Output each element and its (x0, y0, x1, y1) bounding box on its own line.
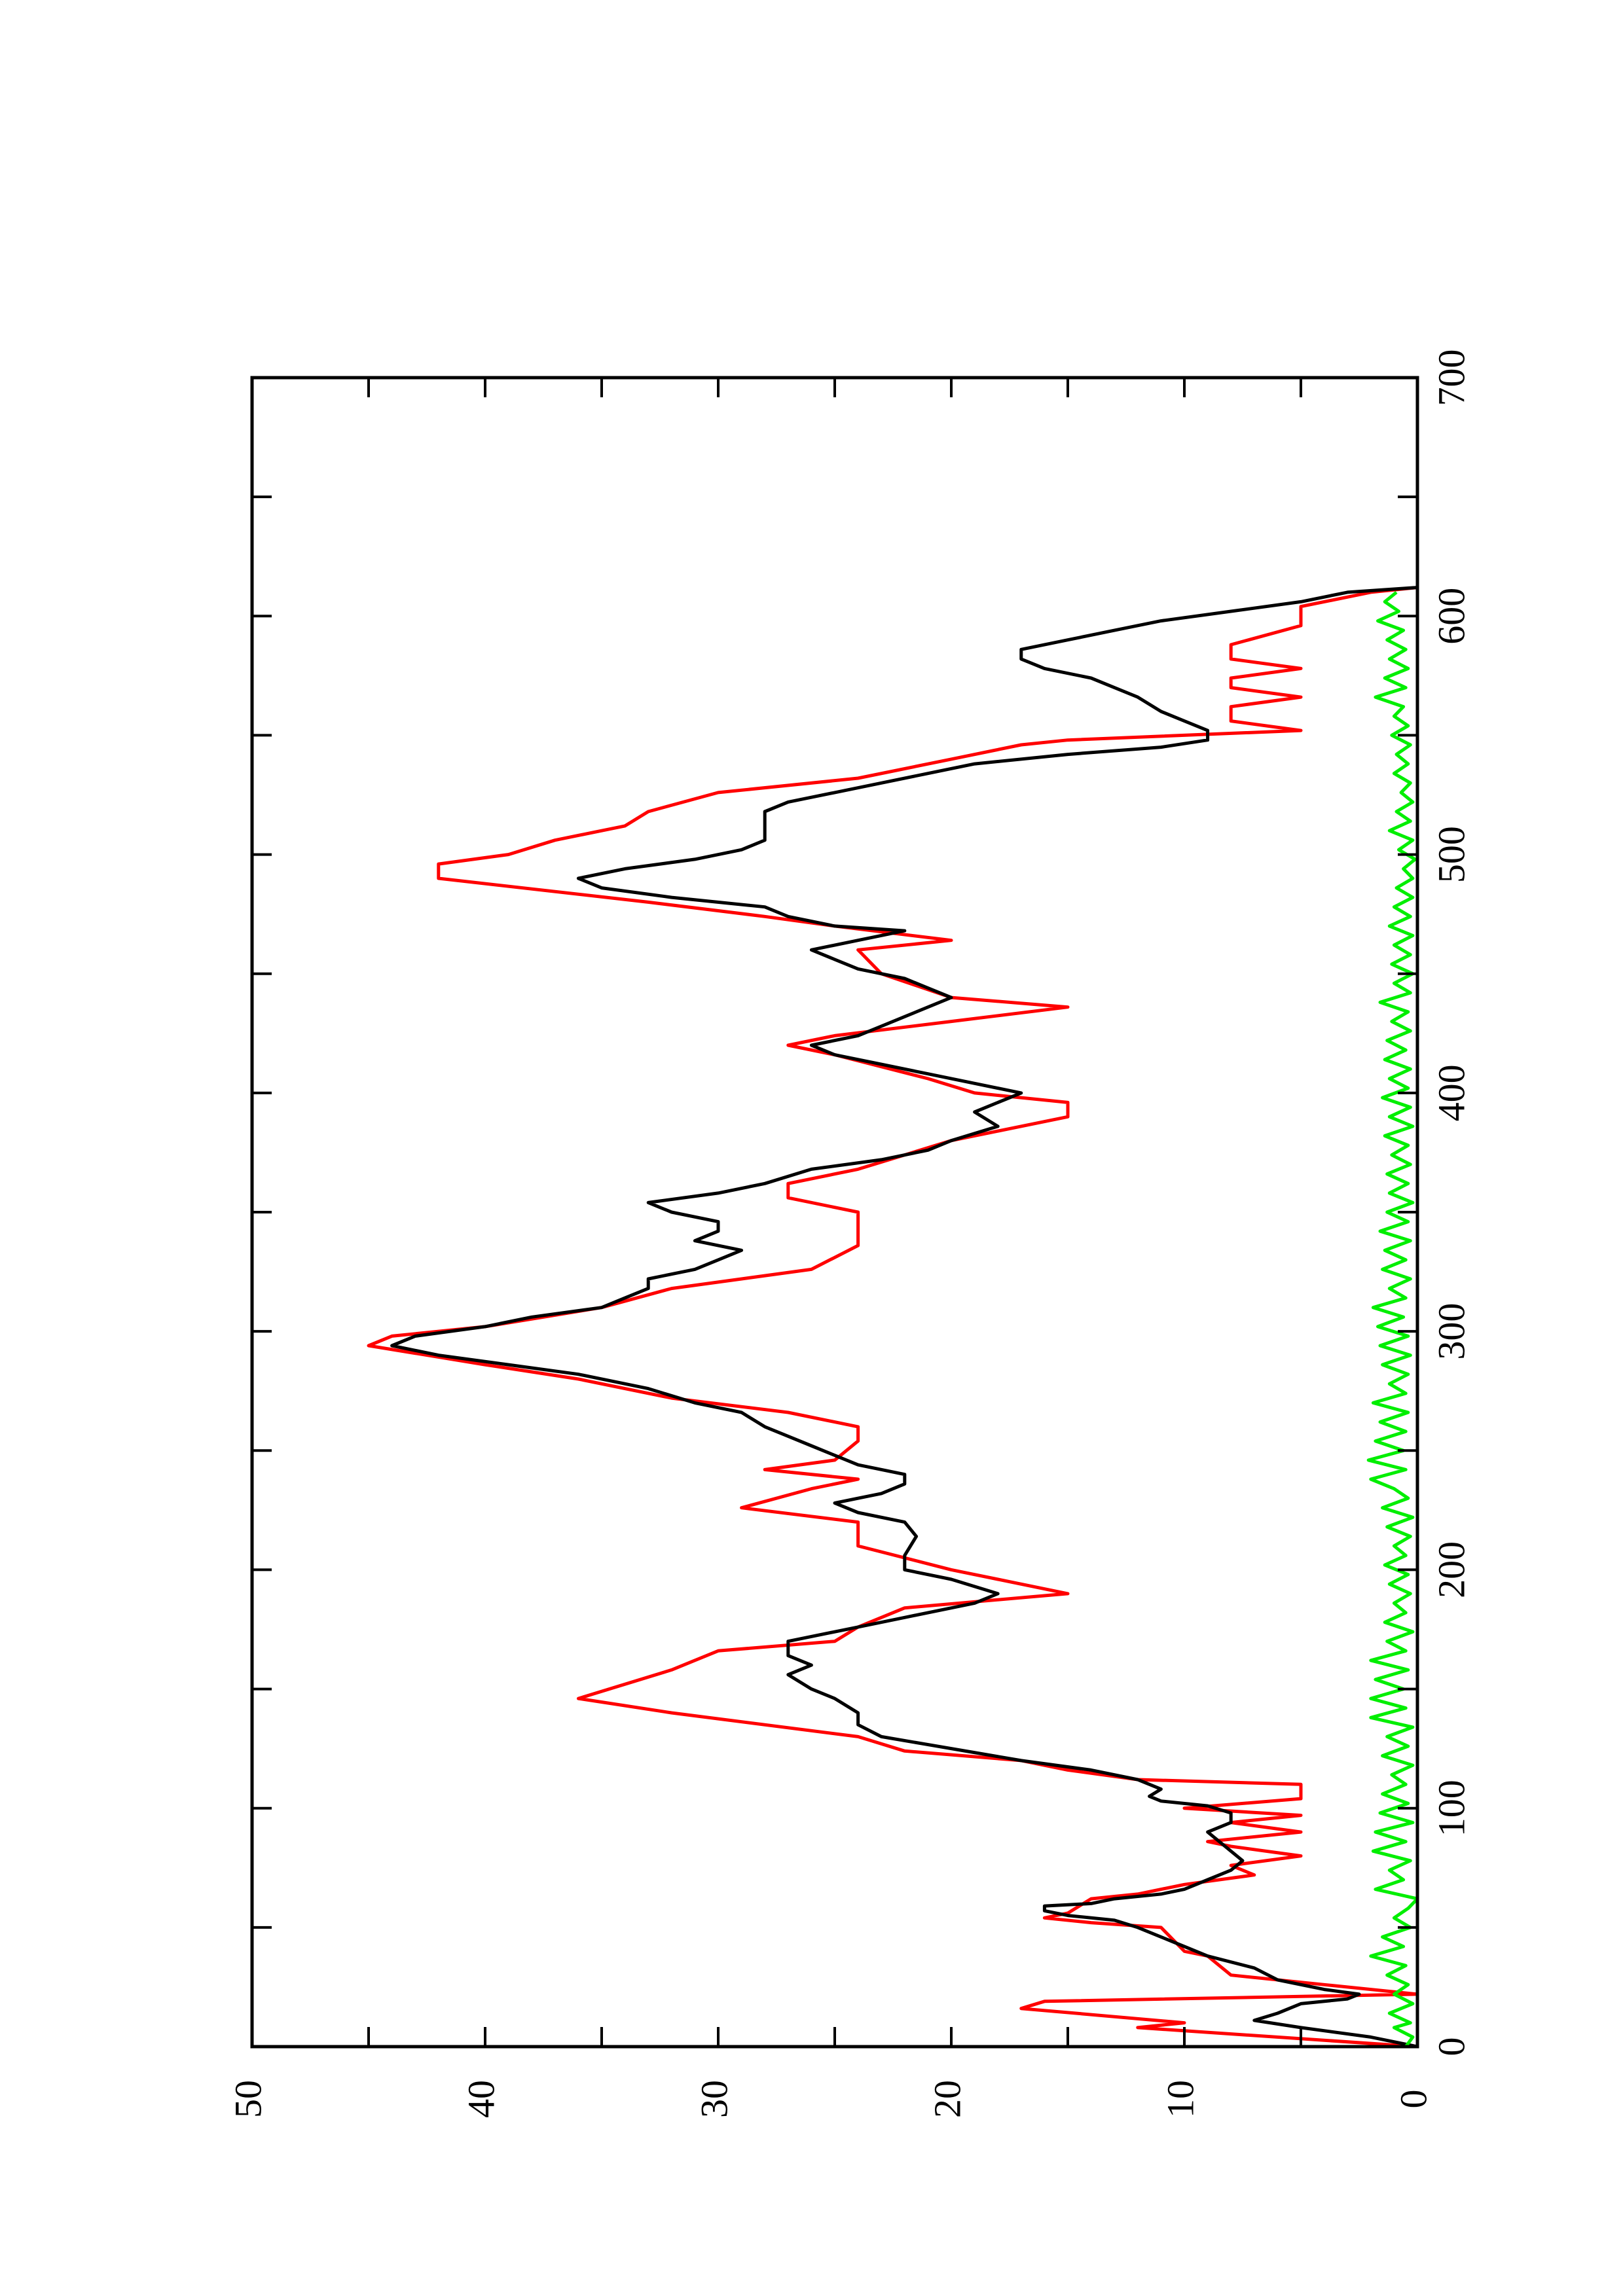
x-tick-label: 700 (1430, 350, 1472, 406)
x-tick-label: 0 (1430, 2037, 1472, 2056)
black-series-line (390, 586, 1418, 2049)
y-tick-label: 0 (1392, 2090, 1434, 2109)
x-tick-label: 400 (1430, 1064, 1472, 1121)
tick-labels: 0 100 200 300 400 500 600 700 0 10 20 30 40 50 (227, 350, 1472, 2119)
x-tick-label: 500 (1430, 826, 1472, 883)
axes-layer (250, 376, 1419, 2049)
y-tick-label: 40 (460, 2080, 502, 2118)
red-step-series-line (367, 586, 1419, 2049)
y-tick-label: 20 (926, 2080, 968, 2118)
x-tick-label: 600 (1430, 588, 1472, 645)
green-series-line (1366, 590, 1419, 2048)
series-layer (367, 586, 1419, 2049)
x-tick-label: 200 (1430, 1541, 1472, 1598)
y-tick-label: 30 (693, 2080, 735, 2118)
y-tick-label: 50 (227, 2080, 269, 2118)
x-tick-label: 100 (1430, 1780, 1472, 1837)
y-tick-label: 10 (1159, 2080, 1201, 2118)
x-tick-label: 300 (1430, 1303, 1472, 1360)
